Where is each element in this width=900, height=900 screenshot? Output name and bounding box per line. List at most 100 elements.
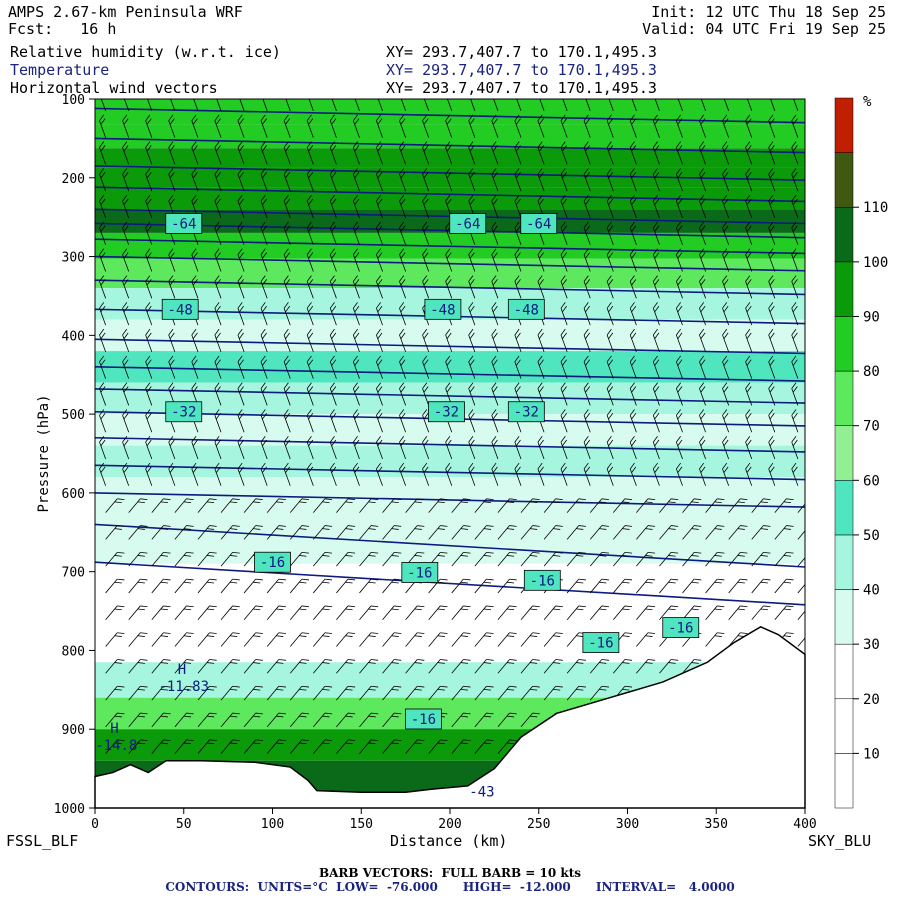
wind-barb-flag xyxy=(506,581,515,584)
wind-barb-shaft xyxy=(105,739,118,754)
wind-barb-shaft xyxy=(336,712,349,728)
temperature-contour xyxy=(95,165,805,181)
wind-barb-flag xyxy=(694,551,702,554)
wind-barb-flag xyxy=(215,359,221,366)
wind-barb-flag xyxy=(631,305,637,313)
wind-barb-flag xyxy=(121,88,128,94)
wind-barb-flag xyxy=(529,528,538,530)
wind-barb-flag xyxy=(677,145,683,152)
wind-barb-flag xyxy=(209,578,217,581)
wind-barb-shaft xyxy=(745,388,753,406)
wind-barb-flag xyxy=(740,578,748,581)
wind-barb-flag xyxy=(306,141,312,148)
wind-barb xyxy=(260,194,268,219)
wind-barb-shaft xyxy=(237,308,245,326)
wind-barb-flag xyxy=(608,305,614,313)
wind-barb xyxy=(606,436,614,460)
wind-barb-shaft xyxy=(797,605,805,620)
wind-barb-flag xyxy=(306,302,312,309)
wind-barb-flag xyxy=(146,332,152,339)
wind-barb-flag xyxy=(322,501,330,504)
wind-barb-flag xyxy=(606,275,612,282)
wind-barb-flag xyxy=(168,194,174,202)
wind-barb-flag xyxy=(583,168,589,175)
wind-barb-flag xyxy=(445,382,451,389)
wind-barb xyxy=(243,712,263,728)
contour-label-box xyxy=(165,401,203,423)
wind-barb-flag xyxy=(352,302,358,309)
wind-barb-flag xyxy=(163,551,171,554)
wind-barb-flag xyxy=(377,439,383,447)
wind-barb-flag xyxy=(469,413,475,420)
wind-barb-flag xyxy=(308,386,314,393)
wind-barb-flag xyxy=(463,551,471,554)
wind-barb-shaft xyxy=(399,147,407,165)
wind-barb xyxy=(399,99,407,111)
wind-barb-flag xyxy=(122,302,128,309)
wind-barb xyxy=(168,462,176,486)
wind-barb-flag xyxy=(444,88,451,94)
wind-barb xyxy=(468,382,476,406)
wind-barb xyxy=(329,194,337,219)
wind-barb-flag xyxy=(437,555,445,557)
wind-barb xyxy=(537,462,545,486)
wind-barb-shaft xyxy=(468,468,476,486)
wind-barb-flag xyxy=(146,92,153,98)
wind-barb xyxy=(606,114,614,138)
wind-barb xyxy=(468,462,476,486)
wind-barb xyxy=(422,248,430,272)
wind-barb-shaft xyxy=(220,632,233,647)
wind-barb-shaft xyxy=(191,361,199,379)
colorbar-tick-label: 80 xyxy=(863,364,880,380)
wind-barb-shaft xyxy=(451,712,464,728)
wind-barb xyxy=(682,525,702,540)
wind-barb-flag xyxy=(562,225,567,232)
field-xy-temperature: XY= 293.7,407.7 to 170.1,495.3 xyxy=(386,61,657,79)
wind-barb-shaft xyxy=(497,686,510,701)
wind-barb-shaft xyxy=(243,525,256,540)
temperature-contour xyxy=(95,255,805,272)
wind-barb-shaft xyxy=(468,415,476,433)
wind-barb-flag xyxy=(377,145,383,152)
wind-barb-flag xyxy=(583,88,590,94)
wind-barb-shaft xyxy=(675,415,683,433)
wind-barb-shaft xyxy=(491,99,499,111)
wind-barb xyxy=(237,114,245,138)
wind-barb-flag xyxy=(214,168,220,175)
wind-barb-shaft xyxy=(237,147,245,165)
wind-barb-shaft xyxy=(589,525,603,540)
wind-barb-shaft xyxy=(128,525,141,540)
wind-barb-flag xyxy=(329,114,335,121)
wind-barb-flag xyxy=(783,608,792,611)
wind-barb-shaft xyxy=(491,281,499,299)
wind-barb-flag xyxy=(260,88,267,94)
wind-barb-flag xyxy=(123,118,129,125)
wind-barb xyxy=(514,462,522,486)
wind-barb-flag xyxy=(163,525,171,527)
wind-barb-shaft xyxy=(422,361,430,379)
wind-barb xyxy=(722,462,730,486)
contour-label: -16 xyxy=(260,555,285,571)
wind-barb xyxy=(289,605,310,620)
wind-barb-flag xyxy=(561,92,568,98)
wind-barb-flag xyxy=(506,555,515,557)
wind-barb-flag xyxy=(576,662,584,664)
wind-barb-flag xyxy=(460,581,468,584)
wind-barb-flag xyxy=(513,88,520,94)
wind-barb xyxy=(99,275,107,299)
wind-barb-shaft xyxy=(474,525,487,540)
wind-barb-flag xyxy=(100,386,106,393)
wind-barb xyxy=(514,436,522,460)
wind-barb xyxy=(422,436,430,460)
wind-barb-flag xyxy=(515,118,521,125)
wind-barb-flag xyxy=(253,715,261,718)
wind-barb-flag xyxy=(768,382,774,389)
wind-barb-flag xyxy=(209,605,217,608)
wind-barb-flag xyxy=(114,555,122,557)
wind-barb-shaft xyxy=(359,659,372,674)
wind-barb-flag xyxy=(414,608,422,611)
wind-barb-shaft xyxy=(382,712,395,728)
wind-barb-shaft xyxy=(243,498,256,513)
colorbar-cell xyxy=(834,589,854,645)
wind-barb-flag xyxy=(509,712,517,715)
